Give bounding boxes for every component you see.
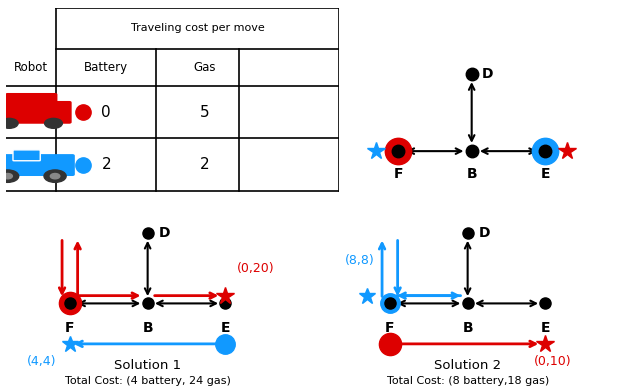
Text: D: D xyxy=(479,226,490,240)
Text: F: F xyxy=(385,321,395,335)
FancyBboxPatch shape xyxy=(0,155,74,175)
Text: 5: 5 xyxy=(200,105,209,120)
FancyBboxPatch shape xyxy=(13,150,40,161)
FancyBboxPatch shape xyxy=(0,102,71,123)
Text: 0: 0 xyxy=(101,105,111,120)
Text: Total Cost: (8 battery,18 gas): Total Cost: (8 battery,18 gas) xyxy=(387,376,548,386)
Text: Robot: Robot xyxy=(14,61,49,74)
Circle shape xyxy=(3,173,12,179)
Circle shape xyxy=(1,118,18,128)
Text: F: F xyxy=(65,321,75,335)
Text: E: E xyxy=(541,321,550,335)
Text: Solution 1: Solution 1 xyxy=(114,359,181,372)
Text: D: D xyxy=(482,67,493,81)
Text: 2: 2 xyxy=(200,157,209,172)
Text: Traveling cost per move: Traveling cost per move xyxy=(131,23,264,33)
Circle shape xyxy=(45,118,62,128)
Text: F: F xyxy=(394,167,403,181)
Text: (0,10): (0,10) xyxy=(534,355,572,368)
Text: B: B xyxy=(142,321,153,335)
FancyBboxPatch shape xyxy=(6,94,57,108)
Text: Battery: Battery xyxy=(84,61,128,74)
Text: E: E xyxy=(221,321,230,335)
Text: B: B xyxy=(462,321,473,335)
Text: (8,8): (8,8) xyxy=(345,254,374,267)
Text: (0,20): (0,20) xyxy=(237,262,275,275)
Text: Solution 2: Solution 2 xyxy=(434,359,501,372)
Text: B: B xyxy=(467,167,477,181)
Text: (4,4): (4,4) xyxy=(27,355,56,368)
Circle shape xyxy=(51,173,60,179)
Circle shape xyxy=(44,170,66,182)
Text: E: E xyxy=(541,167,550,181)
Text: Gas: Gas xyxy=(193,61,216,74)
Text: Total Cost: (4 battery, 24 gas): Total Cost: (4 battery, 24 gas) xyxy=(65,376,230,386)
Circle shape xyxy=(0,170,19,182)
Text: D: D xyxy=(159,226,170,240)
Text: 2: 2 xyxy=(101,157,111,172)
